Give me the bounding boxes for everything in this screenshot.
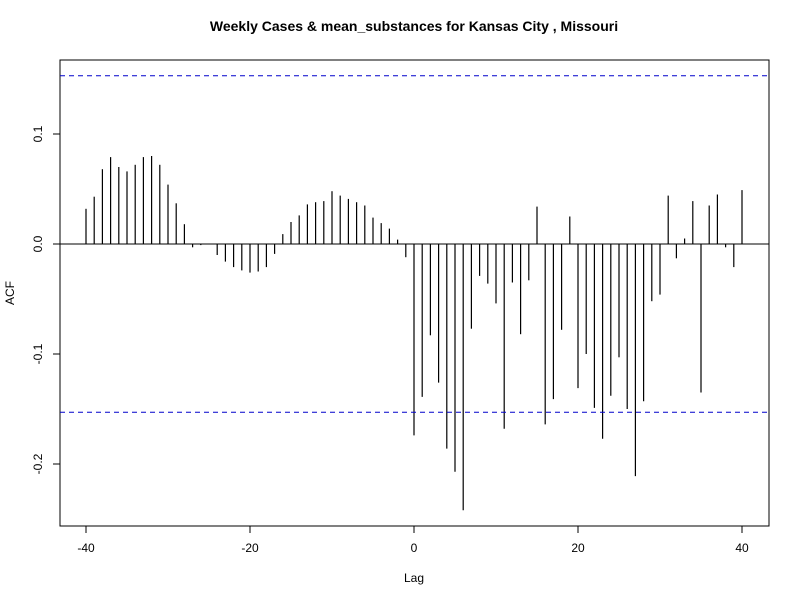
y-tick-label: 0.0 <box>31 235 45 252</box>
y-tick-label: -0.1 <box>31 343 45 364</box>
chart-title: Weekly Cases & mean_substances for Kansa… <box>210 18 618 34</box>
x-tick-label: 20 <box>571 541 585 555</box>
acf-bars <box>85 156 743 511</box>
x-tick-label: 40 <box>735 541 749 555</box>
y-axis-label: ACF <box>3 281 17 305</box>
confidence-bounds <box>60 75 769 413</box>
x-tick-label: 0 <box>411 541 418 555</box>
y-axis: -0.2 -0.1 0.0 0.1 <box>31 125 60 474</box>
y-tick-label: 0.1 <box>31 125 45 142</box>
y-tick-label: -0.2 <box>31 453 45 474</box>
x-tick-label: -40 <box>77 541 95 555</box>
x-axis: -40 -20 0 20 40 <box>77 526 749 555</box>
x-tick-label: -20 <box>241 541 259 555</box>
x-axis-label: Lag <box>404 571 424 585</box>
